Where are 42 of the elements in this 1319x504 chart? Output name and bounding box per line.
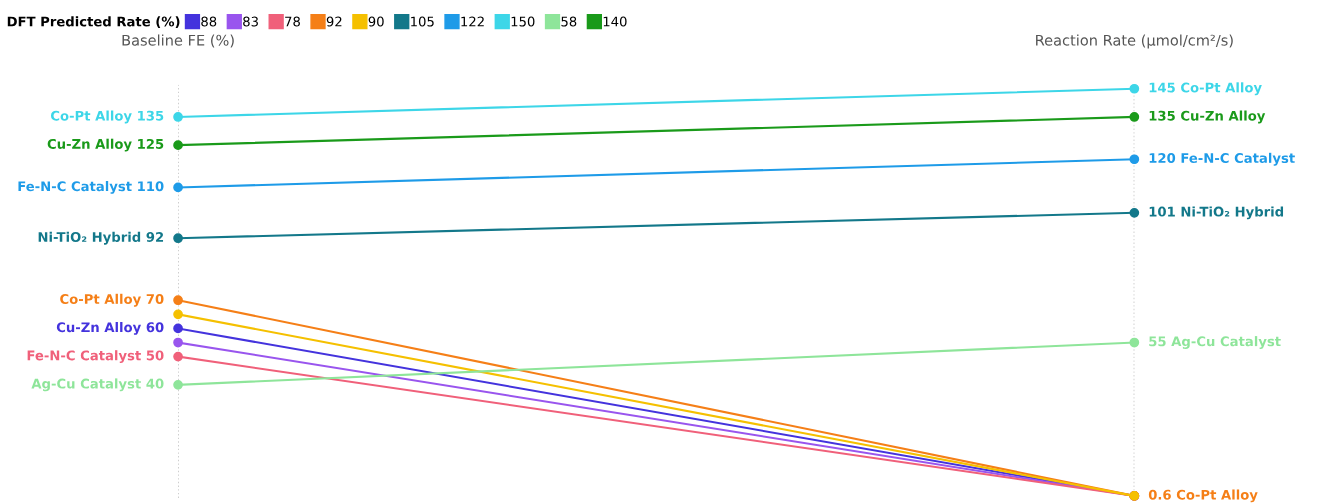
point <box>173 337 183 348</box>
legend-label: 140 <box>603 16 627 27</box>
point <box>1129 83 1140 94</box>
point <box>173 295 183 306</box>
point <box>173 379 183 390</box>
legend-label: 92 <box>326 16 342 27</box>
data-label: 0.6 Co-Pt Alloy <box>1148 489 1258 503</box>
legend-label: 90 <box>368 16 384 27</box>
point <box>1129 112 1140 122</box>
data-label: Cu-Zn Alloy 60 <box>56 321 164 335</box>
point <box>173 351 183 362</box>
legend-label: 105 <box>411 16 434 27</box>
point <box>173 233 183 244</box>
data-label: Cu-Zn Alloy 125 <box>47 138 164 152</box>
point <box>173 309 183 320</box>
x-tick-label: Reaction Rate (μmol/cm²/s) <box>1036 34 1233 49</box>
data-label: 120 Fe-N-C Catalyst <box>1149 152 1295 166</box>
data-label: Ni-TiO₂ Hybrid 92 <box>38 231 164 245</box>
data-label: 55 Ag-Cu Catalyst <box>1149 336 1281 349</box>
x-tick-label: Baseline FE (%) <box>122 34 234 48</box>
legend-title: DFT Predicted Rate (%) <box>7 16 180 29</box>
legend-label: 78 <box>285 16 300 27</box>
legend-label: 122 <box>461 16 484 27</box>
point <box>173 140 183 151</box>
data-label: Co-Pt Alloy 70 <box>60 293 164 307</box>
data-label: 145 Co-Pt Alloy <box>1149 82 1262 96</box>
data-label: 135 Cu-Zn Alloy <box>1149 110 1266 124</box>
point <box>173 182 183 193</box>
data-label: Fe-N-C Catalyst 50 <box>27 350 164 364</box>
legend-label: 83 <box>243 16 258 27</box>
point <box>173 112 183 122</box>
legend-label: 88 <box>201 16 217 27</box>
point <box>1129 207 1140 218</box>
legend-label: 150 <box>511 16 535 27</box>
data-label: Ag-Cu Catalyst 40 <box>31 378 164 392</box>
data-label: 101 Ni-TiO₂ Hybrid <box>1149 206 1284 220</box>
data-label: Co-Pt Alloy 135 <box>50 110 164 124</box>
point <box>1129 154 1140 165</box>
point <box>1129 337 1140 348</box>
data-label: Fe-N-C Catalyst 110 <box>18 181 164 194</box>
legend-label: 58 <box>561 16 577 27</box>
point <box>173 323 183 334</box>
